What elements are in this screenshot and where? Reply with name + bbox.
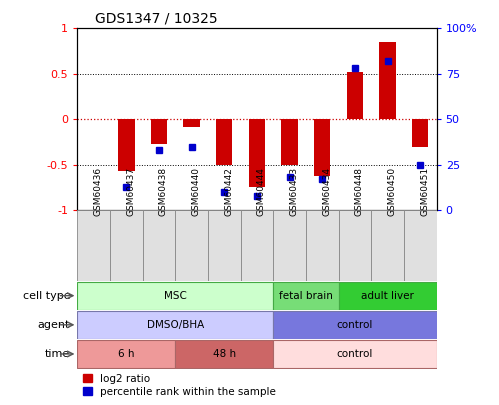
FancyBboxPatch shape (241, 210, 273, 281)
Text: control: control (337, 320, 373, 330)
Text: 48 h: 48 h (213, 349, 236, 359)
FancyBboxPatch shape (371, 210, 404, 281)
FancyBboxPatch shape (273, 311, 437, 339)
FancyBboxPatch shape (175, 210, 208, 281)
Text: cell type: cell type (22, 291, 70, 301)
Bar (184, 119, 200, 126)
Text: fetal brain: fetal brain (279, 291, 333, 301)
Bar (216, 119, 233, 165)
FancyBboxPatch shape (339, 281, 437, 310)
Text: 6 h: 6 h (118, 349, 135, 359)
Bar (281, 119, 298, 165)
FancyBboxPatch shape (77, 281, 273, 310)
Bar (314, 119, 330, 176)
FancyBboxPatch shape (273, 210, 306, 281)
Bar (347, 72, 363, 119)
FancyBboxPatch shape (77, 340, 175, 368)
Text: GSM60438: GSM60438 (159, 167, 168, 216)
FancyBboxPatch shape (339, 210, 371, 281)
FancyBboxPatch shape (306, 210, 339, 281)
FancyBboxPatch shape (143, 210, 175, 281)
Text: GSM60436: GSM60436 (94, 167, 103, 216)
Text: time: time (45, 349, 70, 359)
Text: GSM60444: GSM60444 (257, 167, 266, 216)
Text: adult liver: adult liver (361, 291, 414, 301)
Text: GSM60448: GSM60448 (355, 167, 364, 216)
FancyBboxPatch shape (175, 340, 273, 368)
FancyBboxPatch shape (404, 210, 437, 281)
Text: GSM60433: GSM60433 (289, 167, 298, 216)
FancyBboxPatch shape (208, 210, 241, 281)
Text: GSM60442: GSM60442 (225, 167, 234, 216)
FancyBboxPatch shape (77, 210, 110, 281)
Text: control: control (337, 349, 373, 359)
Bar (412, 119, 429, 147)
Bar (118, 119, 135, 171)
FancyBboxPatch shape (77, 311, 273, 339)
FancyBboxPatch shape (273, 340, 437, 368)
Text: DMSO/BHA: DMSO/BHA (147, 320, 204, 330)
Text: GSM60437: GSM60437 (126, 167, 135, 216)
Text: GSM60440: GSM60440 (192, 167, 201, 216)
FancyBboxPatch shape (110, 210, 143, 281)
Bar (151, 119, 167, 144)
Text: MSC: MSC (164, 291, 187, 301)
Text: GSM60451: GSM60451 (420, 167, 429, 216)
Bar (379, 42, 396, 119)
Bar (249, 119, 265, 188)
Text: GDS1347 / 10325: GDS1347 / 10325 (95, 12, 218, 26)
Text: agent: agent (38, 320, 70, 330)
Legend: log2 ratio, percentile rank within the sample: log2 ratio, percentile rank within the s… (82, 374, 276, 397)
Text: GSM60434: GSM60434 (322, 167, 331, 216)
Text: GSM60450: GSM60450 (388, 167, 397, 216)
FancyBboxPatch shape (273, 281, 339, 310)
